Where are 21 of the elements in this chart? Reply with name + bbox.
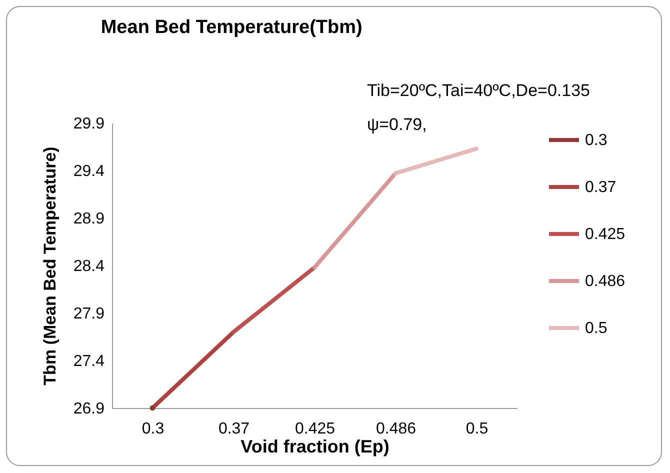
y-tick-label: 28.4 [73, 258, 105, 275]
y-tick-label: 28.9 [73, 210, 105, 228]
y-axis-title: Tbm (Mean Bed Temperature) [40, 146, 60, 386]
y-tick-label: 29.9 [73, 116, 105, 132]
legend-label: 0.5 [585, 320, 608, 337]
legend-label: 0.37 [585, 179, 616, 196]
x-tick-label: 0.486 [376, 420, 416, 438]
chart-title: Mean Bed Temperature(Tbm) [100, 17, 362, 38]
annotation: Tib=20ºC,Tai=40ºC,De=0.135 ψ=0.79, [367, 81, 590, 134]
x-tick-label: 0.5 [466, 420, 488, 438]
x-tick-label: 0.3 [142, 420, 164, 438]
x-tick-label: 0.37 [218, 420, 250, 438]
legend-label: 0.486 [585, 273, 626, 290]
legend-label: 0.425 [585, 226, 626, 243]
y-tick-label: 27.4 [73, 353, 105, 370]
y-tick-label: 27.9 [73, 306, 105, 322]
legend-label: 0.3 [585, 132, 608, 149]
y-tick-label: 29.4 [73, 163, 105, 180]
x-tick-label: 0.425 [294, 420, 336, 438]
x-axis-title: Void fraction (Ep) [240, 436, 390, 456]
y-tick-label: 26.9 [73, 400, 105, 418]
